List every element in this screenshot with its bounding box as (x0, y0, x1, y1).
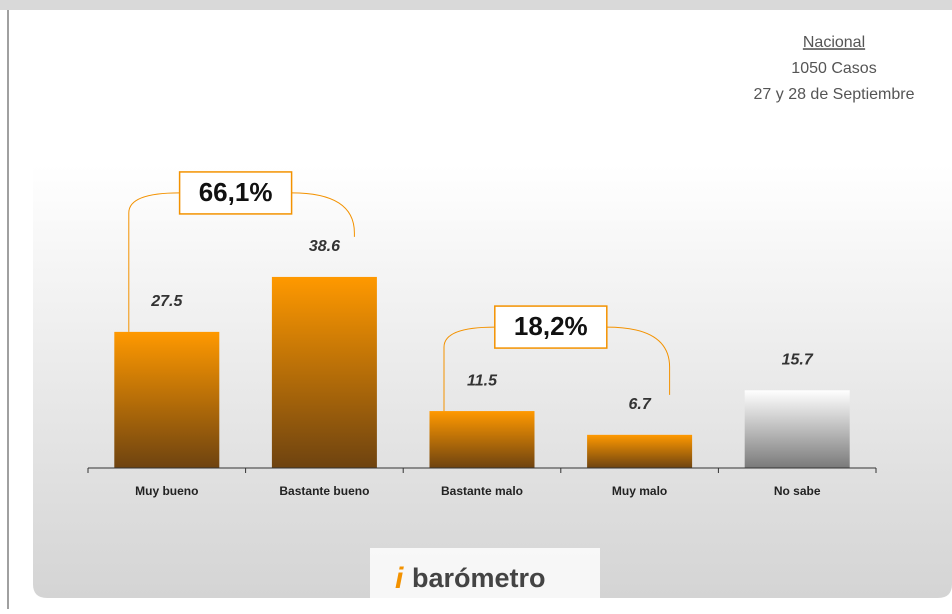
value-label: 6.7 (628, 396, 651, 413)
value-label: 15.7 (782, 352, 814, 369)
x-tick-label: No sabe (774, 484, 821, 498)
x-tick-label: Bastante bueno (279, 484, 369, 498)
bar (271, 276, 377, 468)
bracket (443, 326, 495, 412)
bar (114, 331, 220, 468)
header-line: 27 y 28 de Septiembre (754, 86, 915, 103)
value-label: 27.5 (150, 293, 183, 310)
header-line: 1050 Casos (791, 60, 876, 77)
x-tick-label: Muy bueno (135, 484, 198, 498)
top-band (0, 0, 952, 10)
annotation: 18,2% (514, 311, 588, 341)
x-tick-label: Muy malo (612, 484, 667, 498)
logo-box (370, 548, 600, 606)
annotation-box (494, 305, 608, 349)
annotation-box (178, 171, 293, 215)
bar (429, 411, 535, 468)
bar (744, 390, 850, 468)
bar (587, 434, 693, 468)
value-label: 11.5 (467, 372, 498, 389)
bracket (291, 192, 355, 237)
annotation: 66,1% (199, 177, 273, 207)
header-line: Nacional (803, 34, 865, 51)
bracket (606, 326, 671, 395)
logo-mark: i (395, 562, 404, 595)
left-border (7, 10, 9, 609)
value-label: 38.6 (309, 238, 340, 255)
panel (33, 165, 952, 598)
x-tick-label: Bastante malo (441, 484, 523, 498)
logo: barómetro (412, 563, 546, 593)
bracket (128, 192, 180, 332)
